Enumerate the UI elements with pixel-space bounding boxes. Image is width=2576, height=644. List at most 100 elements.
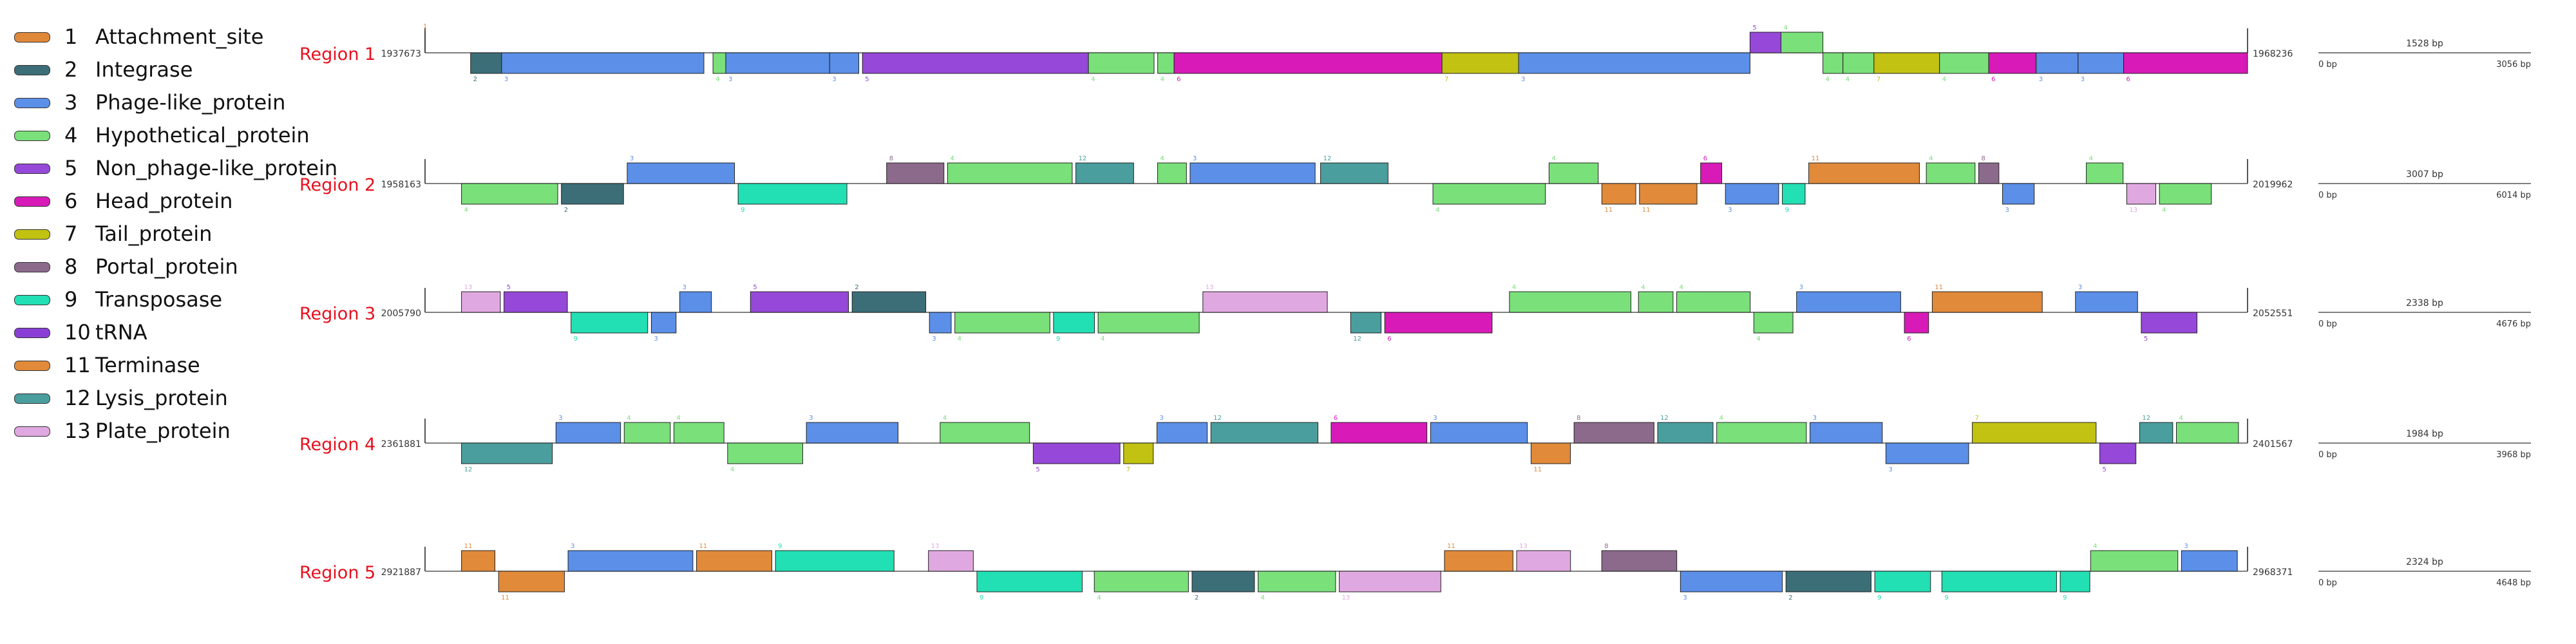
region-label: Region 2 [299,175,375,195]
gene-type-label: 4 [730,466,734,473]
gene-box [2060,571,2090,592]
gene-box [1509,291,1631,313]
gene-type-label: 11 [1533,466,1542,473]
gene-box [1210,422,1319,444]
gene-type-label: 2 [473,76,477,83]
gene-type-label: 6 [1177,76,1180,83]
gene-box [1700,162,1723,184]
gene-type-label: 11 [1447,543,1455,550]
gene-box [886,162,945,184]
gene-box [1657,422,1714,444]
gene-box [1339,571,1441,592]
legend-label: Non_phage-like_protein [95,156,338,180]
gene-type-label: 4 [2089,155,2093,162]
legend-number: 10 [64,320,91,345]
gene-type-label: 3 [1683,594,1687,601]
region-3: Region 3 2005790 2052551 13 5 9 3 3 5 2 3 4 9 4 13 12 6 4… [299,284,2531,343]
gene-box [2075,291,2138,313]
gene-type-label: 4 [1101,336,1104,343]
gene-box [2159,183,2212,205]
gene-type-label: 11 [1812,155,1820,162]
gene-type-label: 9 [1785,207,1789,214]
gene-type-label: 3 [630,155,634,162]
gene-type-label: 2 [564,207,568,214]
gene-type-label: 8 [889,155,893,162]
gene-box [862,52,1089,74]
legend-item-head-protein: 6 Head_protein [14,189,349,214]
gene-box [2036,52,2079,74]
gene-box [498,571,565,592]
gene-type-label: 13 [931,543,940,550]
legend-item-tail-protein: 7 Tail_protein [14,222,349,247]
gene-type-label: 3 [2078,284,2082,291]
gene-box [470,52,502,74]
gene-box [1075,162,1134,184]
gene-box [1173,52,1443,74]
gene-type-label: 9 [574,336,578,343]
gene-box [1032,442,1121,464]
gene-box [1350,312,1382,334]
gene-box [1874,571,1931,592]
gene-type-label: 4 [715,76,719,83]
gene-type-label: 2 [855,284,858,291]
gene-box [1202,291,1328,313]
gene-box [1939,52,1989,74]
legend-swatch [14,131,50,141]
legend-item-integrase: 2 Integrase [14,57,349,83]
gene-box [673,422,724,444]
legend-label: tRNA [95,320,147,345]
legend-item-trna: 10 tRNA [14,320,349,346]
legend-number: 4 [64,123,78,147]
gene-type-label: 9 [980,594,983,601]
gene-box [1978,162,2000,184]
gene-type-label: 3 [728,76,732,83]
legend-item-hypothetical-protein: 4 Hypothetical_protein [14,123,349,149]
gene-box [1753,312,1794,334]
gene-type-label: 7 [1975,415,1979,422]
legend-number: 12 [64,386,91,410]
gene-box [501,52,705,74]
gene-type-label: 9 [741,207,744,214]
scale-bar-label: 2338 bp [2406,298,2443,308]
gene-type-label: 8 [1577,415,1580,422]
gene-box [1785,571,1871,592]
gene-type-label: 6 [1907,336,1911,343]
gene-box [1573,422,1654,444]
gene-box [1530,442,1571,464]
gene-type-label: 12 [1079,155,1087,162]
gene-box [928,550,974,572]
gene-type-label: 4 [950,155,954,162]
scale-bar-label: 3007 bp [2406,169,2443,180]
gene-type-label: 5 [1752,24,1756,32]
gene-type-label: 4 [1435,207,1439,214]
legend-number: 7 [64,222,78,246]
gene-type-label: 12 [464,466,473,473]
legend-swatch [14,262,50,272]
gene-box [2123,52,2248,74]
region-start-coord: 2005790 [381,308,421,319]
gene-type-label: 3 [682,284,686,291]
gene-type-label: 8 [1604,543,1608,550]
gene-type-label: 4 [627,415,630,422]
gene-box [679,291,712,313]
gene-type-label: 5 [2144,336,2148,343]
gene-box [555,422,621,444]
region-end-coord: 2401567 [2253,439,2293,450]
legend-label: Portal_protein [95,254,238,279]
gene-box [2176,422,2239,444]
gene-box [696,550,773,572]
gene-type-label: 13 [1519,543,1528,550]
scale-max-label: 3968 bp [2496,450,2531,460]
gene-box [851,291,927,313]
scale-bar-label: 1984 bp [2406,429,2443,439]
legend-label: Phage-like_protein [95,90,286,115]
gene-type-label: 5 [753,284,757,291]
legend-item-phage-like-protein: 3 Phage-like_protein [14,90,349,116]
gene-type-label: 5 [1036,466,1039,473]
gene-type-label: 3 [504,76,508,83]
gene-type-label: 4 [2093,543,2097,550]
gene-box [1676,291,1751,313]
scale-min-label: 0 bp [2318,578,2337,588]
gene-type-label: 6 [2126,76,2130,83]
gene-box [2090,550,2179,572]
